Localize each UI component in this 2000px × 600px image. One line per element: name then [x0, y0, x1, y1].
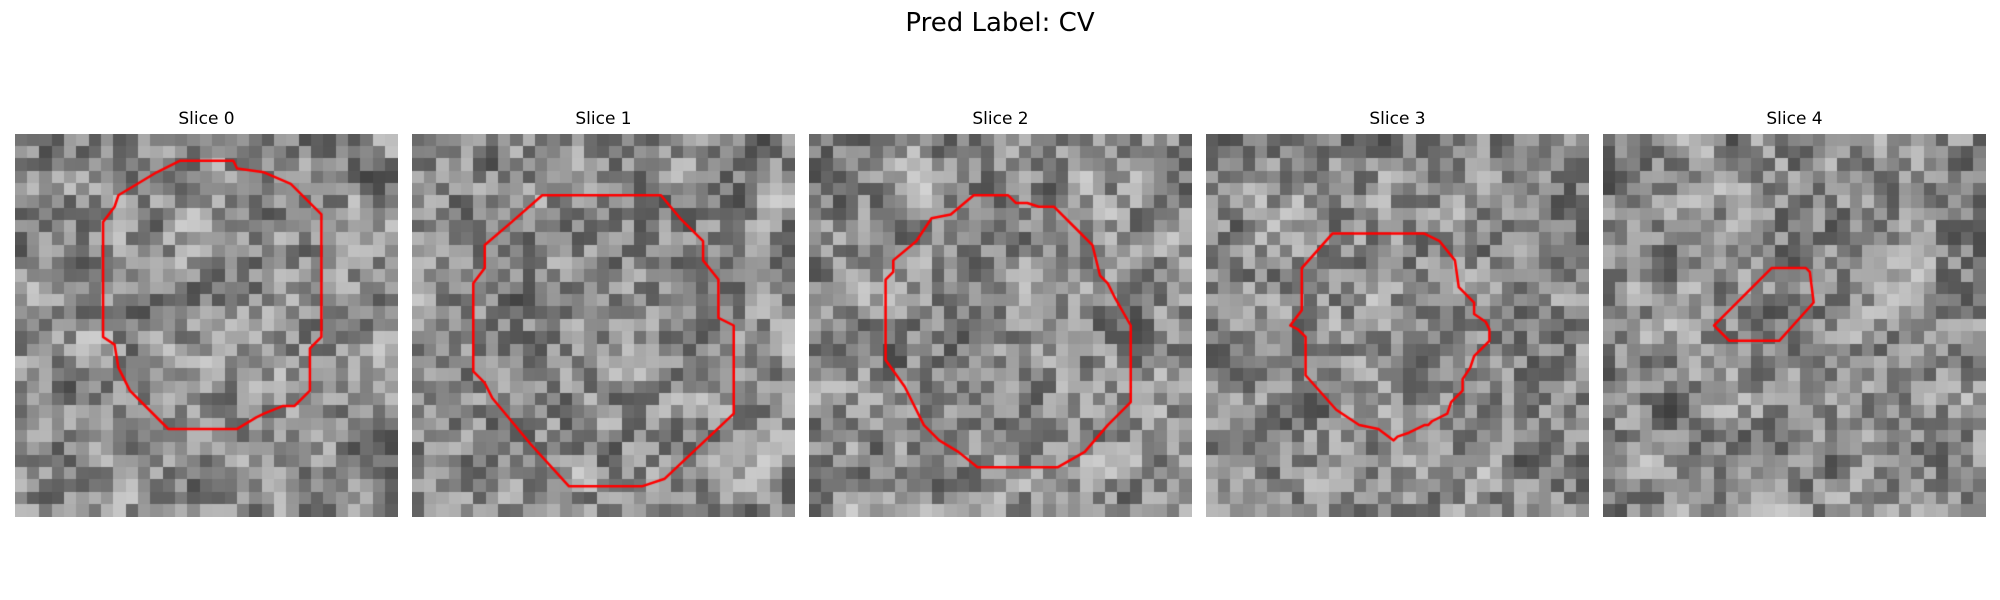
slice-title-0: Slice 0: [178, 109, 235, 129]
figure-title: Pred Label: CV: [905, 8, 1095, 38]
slice-panel-0: Slice 0: [15, 108, 398, 518]
slice-panel-1: Slice 1: [412, 108, 795, 518]
slice-panel-3: Slice 3: [1206, 108, 1589, 518]
slice-image-2: [809, 134, 1192, 517]
slice-panel-2: Slice 2: [809, 108, 1192, 518]
slice-title-3: Slice 3: [1369, 109, 1426, 129]
slice-title-2: Slice 2: [972, 109, 1029, 129]
slice-title-1: Slice 1: [575, 109, 632, 129]
slice-image-3: [1206, 134, 1589, 517]
slice-image-4: [1603, 134, 1986, 517]
slice-image-0: [15, 134, 398, 517]
slice-image-1: [412, 134, 795, 517]
slice-panel-4: Slice 4: [1603, 108, 1986, 518]
slice-title-4: Slice 4: [1766, 109, 1823, 129]
